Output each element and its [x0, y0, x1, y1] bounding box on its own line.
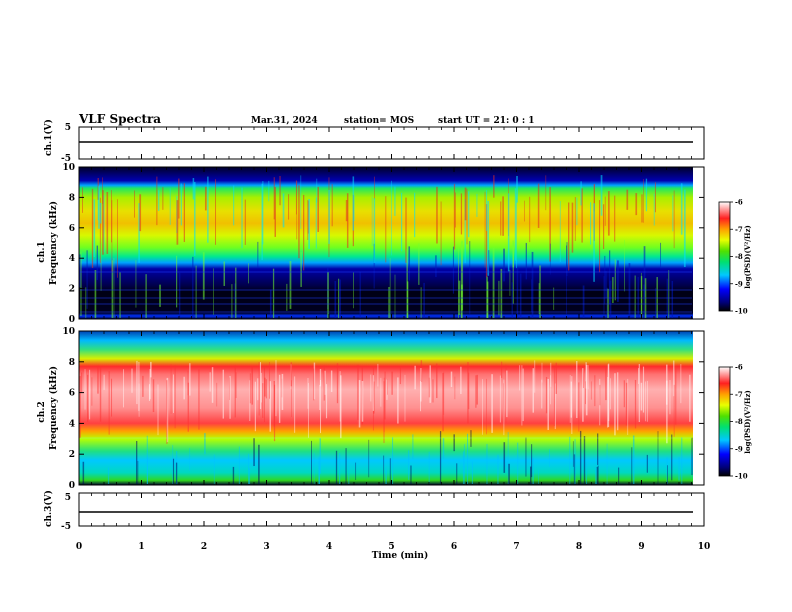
x-tick-label: 2: [201, 542, 207, 552]
ch1-colorbar: [718, 201, 731, 312]
ch1-spec-ylabel-frequency: Frequency (kHz): [48, 201, 59, 285]
x-tick-label: 7: [513, 542, 519, 552]
chart-title: VLF Spectra: [78, 112, 161, 126]
ch1-spec-ylabel-channel: ch.1: [37, 241, 47, 262]
ch1-spectrogram-texture: [79, 175, 692, 318]
x-axis-label: Time (min): [372, 550, 429, 561]
colorbar-tick-label: -8: [735, 417, 743, 426]
colorbar-tick-label: -9: [735, 444, 743, 453]
ch1-spectrogram-panel: 0 2 4 6 8 10 ch.1 Frequency (kHz) -6 -7 -8 -9 -10…: [37, 163, 752, 325]
x-tick-label: 10: [698, 542, 711, 552]
x-tick-label: 4: [326, 542, 332, 552]
ch2-colorbar: [718, 366, 731, 477]
x-axis-ticks: 0 1 2 3 4 5 6 7 8 9 10: [76, 127, 710, 552]
ch3-ytick-top: 5: [65, 493, 71, 503]
y-tick-label: 2: [69, 450, 75, 460]
colorbar-tick-label: -8: [735, 252, 743, 261]
y-tick-label: 2: [69, 285, 75, 295]
ch1-ytick-top: 5: [65, 123, 71, 133]
ch1-voltage-panel: 5 -5 ch.1(V): [43, 119, 705, 164]
x-tick-label: 6: [451, 542, 457, 552]
x-tick-label: 1: [138, 542, 144, 552]
ch1-colorbar-ticks: -6 -7 -8 -9 -10: [730, 198, 748, 316]
ch2-yticks: 0 2 4 6 8 10: [62, 327, 704, 491]
x-tick-label: 3: [263, 542, 269, 552]
colorbar-tick-label: -7: [735, 390, 743, 399]
x-tick-label: 5: [388, 542, 394, 552]
ch2-spectrogram-image: [79, 331, 693, 485]
ch1-voltage-ylabel: ch.1(V): [43, 119, 54, 156]
x-tick-label: 9: [638, 542, 644, 552]
y-tick-label: 10: [62, 327, 75, 337]
ch2-spec-ylabel-channel: ch.2: [37, 401, 47, 422]
colorbar-tick-label: -9: [735, 279, 743, 288]
ch2-spectrogram-texture: [79, 360, 693, 484]
colorbar-tick-label: -7: [735, 225, 743, 234]
y-tick-label: 0: [69, 481, 75, 491]
colorbar-tick-label: -10: [735, 472, 748, 481]
y-tick-label: 8: [69, 358, 75, 368]
y-tick-label: 0: [69, 315, 75, 325]
x-tick-label: 8: [576, 542, 582, 552]
y-tick-label: 4: [69, 254, 75, 264]
ch2-colorbar-label: log(PSD)(V²/Hz): [743, 390, 752, 454]
ch3-voltage-ylabel: ch.3(V): [43, 490, 54, 527]
ch1-ytick-bottom: -5: [61, 154, 71, 164]
y-tick-label: 10: [62, 163, 75, 173]
colorbar-tick-label: -10: [735, 307, 748, 316]
colorbar-tick-label: -6: [735, 363, 743, 372]
y-tick-label: 6: [69, 389, 75, 399]
ch1-yticks: 0 2 4 6 8 10: [62, 163, 704, 325]
x-tick-label: 0: [76, 542, 82, 552]
ch2-spec-ylabel-frequency: Frequency (kHz): [48, 366, 59, 450]
header-date: Mar.31, 2024: [251, 116, 318, 126]
ch1-colorbar-label: log(PSD)(V²/Hz): [743, 225, 752, 289]
y-tick-label: 8: [69, 193, 75, 203]
colorbar-tick-label: -6: [735, 198, 743, 207]
ch2-colorbar-ticks: -6 -7 -8 -9 -10: [730, 363, 748, 481]
y-tick-label: 6: [69, 224, 75, 234]
ch2-spectrogram-panel: 0 2 4 6 8 10 ch.2 Frequency (kHz) -6 -7 -8 -9 -10…: [37, 327, 752, 491]
header-station: station= MOS: [344, 116, 414, 126]
y-tick-label: 4: [69, 419, 75, 429]
ch3-ytick-bottom: -5: [61, 522, 71, 532]
header-start-ut: start UT = 21: 0 : 1: [438, 116, 535, 126]
ch3-voltage-panel: 5 -5 ch.3(V): [43, 490, 705, 532]
